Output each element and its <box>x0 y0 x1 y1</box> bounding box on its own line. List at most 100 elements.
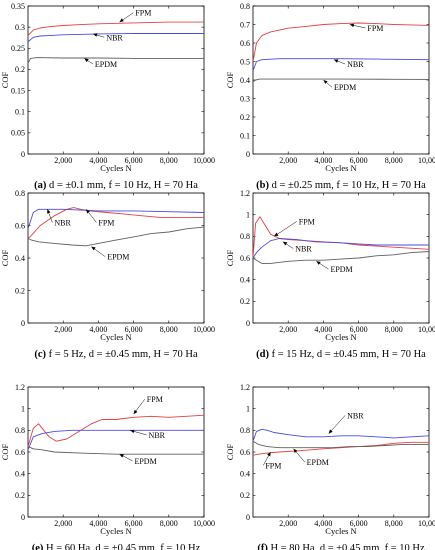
y-tick-label: 1 <box>246 404 250 413</box>
panel-b: 0 0.1 0.2 0.3 0.4 0.5 0.6 0.7 0.8 2,000 4,000 6,000… <box>225 2 435 191</box>
series-line-fpm <box>27 21 204 36</box>
caption-text: d = ±0.1 mm, f = 10 Hz, H = 70 Ha <box>46 180 198 191</box>
annotation-label: NBR <box>106 33 123 42</box>
x-tick-label: 4,000 <box>314 156 332 165</box>
panel-caption: (b) d = ±0.25 mm, f = 10 Hz, H = 70 Ha <box>256 180 426 191</box>
y-axis-label: COF <box>225 249 235 266</box>
panel-caption: (a) d = ±0.1 mm, f = 10 Hz, H = 70 Ha <box>34 180 198 191</box>
annotation-label: FPM <box>299 217 315 226</box>
x-tick-label: 4,000 <box>89 325 107 334</box>
panel-caption: (f) H = 80 Ha, d = ±0.45 mm, f = 10 Hz <box>257 543 425 550</box>
x-tick-label: 6,000 <box>125 519 143 528</box>
x-tick-label: 10,000 <box>418 325 435 334</box>
x-axis-label: Cycles N <box>325 332 356 342</box>
y-tick-label: 1.2 <box>240 189 250 198</box>
panel-caption: (c) f = 5 Hz, d = ±0.45 mm, H = 70 Ha <box>34 349 198 360</box>
x-tick-label: 6,000 <box>125 325 143 334</box>
annotation-label: NBR <box>295 245 312 254</box>
panel-e: 0 0.2 0.4 0.6 0.8 1 1.2 2,000 4,000 6,000 8,000 10,… <box>0 383 215 550</box>
annotation-label: EPDM <box>134 457 156 466</box>
x-tick-label: 2,000 <box>279 519 297 528</box>
y-tick-label: 1 <box>21 404 25 413</box>
y-axis-label: COF <box>0 443 10 460</box>
x-tick-label: 10,000 <box>418 519 435 528</box>
x-tick-label: 8,000 <box>385 519 403 528</box>
caption-letter: (a) <box>34 180 47 191</box>
x-tick-label: 6,000 <box>350 325 368 334</box>
x-tick-label: 8,000 <box>385 156 403 165</box>
annotation-label: NBR <box>149 431 166 440</box>
y-tick-label: 0.3 <box>240 94 250 103</box>
panel-a: 0 0.05 0.1 0.15 0.2 0.25 0.3 0.35 2,000 4,000 6,00… <box>0 2 215 191</box>
caption-letter: (c) <box>34 349 46 360</box>
x-tick-label: 6,000 <box>125 156 143 165</box>
series-line-epdm <box>252 440 429 449</box>
annotation-label: EPDM <box>107 253 129 262</box>
series-line-epdm <box>27 57 204 64</box>
x-tick-label: 2,000 <box>54 156 72 165</box>
annotation-label: FPM <box>147 395 163 404</box>
y-tick-label: 0.6 <box>15 221 25 230</box>
x-axis-label: Cycles N <box>325 163 356 173</box>
annotation-label: FPM <box>135 9 151 18</box>
annotation-arrowhead <box>133 409 138 415</box>
annotation-label: EPDM <box>95 60 117 69</box>
y-tick-label: 0.8 <box>240 232 250 241</box>
x-tick-label: 10,000 <box>193 325 215 334</box>
x-tick-label: 2,000 <box>54 325 72 334</box>
y-tick-label: 0.4 <box>240 275 250 284</box>
series-line-nbr <box>252 428 430 442</box>
y-tick-label: 0.35 <box>11 2 25 11</box>
series-line-nbr <box>252 58 430 71</box>
x-tick-label: 2,000 <box>279 156 297 165</box>
annotation-arrowhead <box>91 246 96 251</box>
y-tick-label: 0 <box>246 150 250 159</box>
y-tick-label: 0.6 <box>15 448 25 457</box>
x-tick-label: 8,000 <box>160 519 178 528</box>
annotation-label: NBR <box>347 60 364 69</box>
y-tick-label: 0.8 <box>240 2 250 11</box>
series-line-nbr <box>27 33 204 43</box>
x-tick-label: 6,000 <box>350 519 368 528</box>
annotation-arrow <box>328 415 346 434</box>
y-tick-label: 0.2 <box>15 65 25 74</box>
x-tick-label: 10,000 <box>193 519 215 528</box>
x-tick-label: 2,000 <box>279 325 297 334</box>
panel-caption: (d) f = 15 Hz, d = ±0.45 mm, H = 70 Ha <box>256 349 426 360</box>
x-tick-label: 2,000 <box>54 519 72 528</box>
y-tick-label: 1.2 <box>240 383 250 392</box>
y-tick-label: 0.8 <box>240 426 250 435</box>
caption-text: f = 15 Hz, d = ±0.45 mm, H = 70 Ha <box>269 349 426 360</box>
x-axis-label: Cycles N <box>100 163 131 173</box>
annotation-label: FPM <box>98 219 114 228</box>
annotation-arrowhead <box>84 58 89 63</box>
y-tick-label: 0.2 <box>240 491 250 500</box>
series-line-epdm <box>27 226 205 247</box>
y-tick-label: 1 <box>246 210 250 219</box>
caption-letter: (b) <box>256 180 269 191</box>
annotation-arrowhead <box>119 454 124 458</box>
series-line-fpm <box>252 22 430 62</box>
y-tick-label: 0.4 <box>240 469 250 478</box>
annotation-arrowhead <box>47 209 51 214</box>
y-axis-label: COF <box>225 443 235 460</box>
annotation-label: EPDM <box>334 83 356 92</box>
series-line-epdm <box>27 446 204 455</box>
annotation-arrow <box>273 221 297 237</box>
x-tick-label: 8,000 <box>385 325 403 334</box>
annotation-arrowhead <box>293 448 298 453</box>
panel-f: 0 0.2 0.4 0.6 0.8 1 1.2 2,000 4,000 6,000 8,000 10,… <box>225 383 435 550</box>
y-tick-label: 0.7 <box>240 20 250 29</box>
y-tick-label: 0.4 <box>15 469 25 478</box>
y-tick-label: 0 <box>21 150 25 159</box>
panel-caption: (e) H = 60 Ha, d = ±0.45 mm, f = 10 Hz <box>32 543 201 550</box>
x-tick-label: 8,000 <box>160 325 178 334</box>
series-line-nbr <box>27 208 205 229</box>
x-tick-label: 4,000 <box>314 519 332 528</box>
y-tick-label: 0.4 <box>240 76 250 85</box>
y-tick-label: 0.5 <box>240 57 250 66</box>
y-tick-label: 0.05 <box>11 129 25 138</box>
x-tick-label: 8,000 <box>160 156 178 165</box>
annotation-arrowhead <box>267 452 271 457</box>
